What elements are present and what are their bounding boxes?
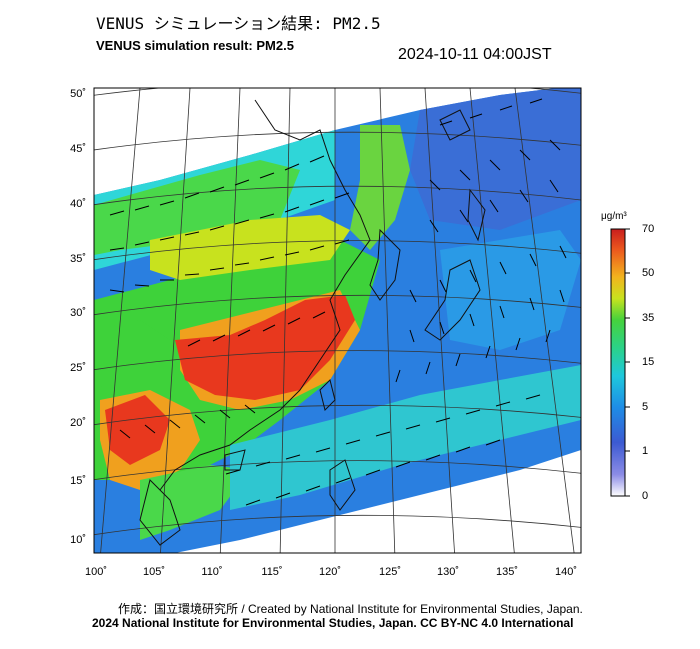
lat-label: 45˚ [70,143,86,155]
lon-label: 115˚ [261,566,282,578]
coastline [139,99,486,546]
timestamp: 2024-10-11 04:00JST [398,46,552,63]
lon-label: 135˚ [496,566,518,578]
lat-label: 20˚ [70,417,86,429]
credit-text: 作成：国立環境研究所 / Created by National Institu… [118,602,583,616]
lat-label: 50˚ [70,88,86,100]
wind-vectors [109,98,567,506]
lat-label: 30˚ [70,307,86,319]
lon-label: 130˚ [437,566,459,578]
colorbar-tick-label: 1 [642,445,649,457]
lon-label: 110˚ [201,566,222,578]
colorbar-tick-label: 35 [642,312,655,324]
lon-label: 100˚ [85,566,107,578]
colorbar-unit: μg/m³ [601,211,627,222]
colorbar-tick-label: 0 [642,490,649,502]
lat-label: 15˚ [70,475,86,487]
map-frame [93,87,582,554]
lon-label: 105˚ [143,566,165,578]
lon-label: 120˚ [319,566,341,578]
title-japanese: VENUS シミュレーション結果: PM2.5 [96,14,381,33]
graticule [94,88,581,553]
lat-label: 40˚ [70,198,86,210]
colorbar [610,228,626,497]
lon-label: 125˚ [379,566,401,578]
title-english: VENUS simulation result: PM2.5 [96,38,294,53]
lat-labels: 50˚ 45˚ 40˚ 35˚ 30˚ 25˚ 20˚ 15˚ 10˚ [70,88,86,546]
lat-label: 35˚ [70,253,86,265]
colorbar-ticks [625,228,630,497]
lon-labels: 100˚ 105˚ 110˚ 115˚ 120˚ 125˚ 130˚ 135˚ … [85,566,577,578]
colorbar-tick-label: 15 [642,356,655,368]
pm25-field [94,88,581,553]
colorbar-tick-label: 50 [642,267,655,279]
lat-label: 25˚ [70,362,86,374]
lon-label: 140˚ [555,566,577,578]
colorbar-tick-label: 70 [642,223,655,235]
colorbar-tick-label: 5 [642,401,649,413]
lat-label: 10˚ [70,534,86,546]
copyright-text: 2024 National Institute for Environmenta… [92,616,574,630]
